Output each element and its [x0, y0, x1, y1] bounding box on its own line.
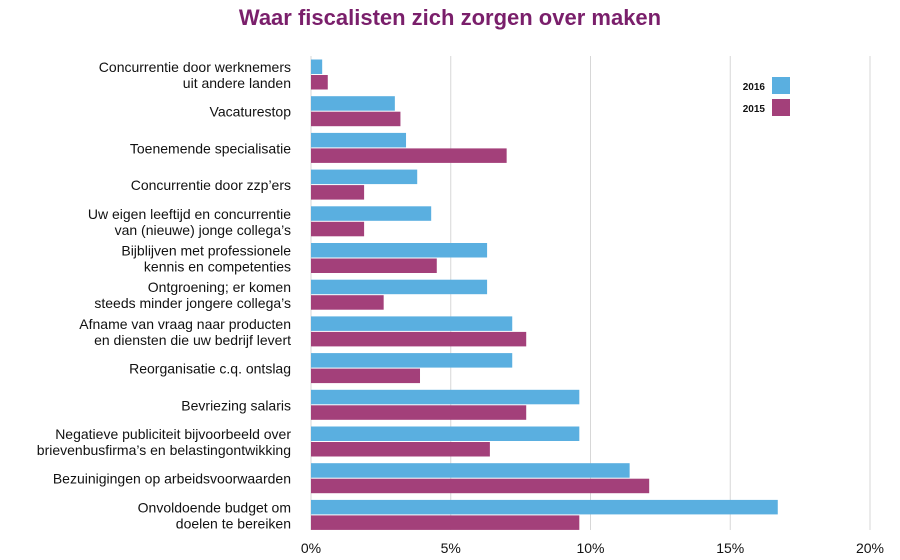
category-label: steeds minder jongere collega’s [94, 295, 291, 311]
bars [311, 59, 778, 530]
bar-2015 [311, 221, 365, 237]
bar-2015 [311, 295, 384, 310]
bar-2015 [311, 331, 527, 347]
category-label: Reorganisatie c.q. ontslag [129, 361, 291, 377]
category-label: van (nieuwe) jonge collega’s [115, 222, 291, 238]
bar-2016 [311, 279, 488, 295]
legend-swatch [772, 77, 790, 94]
category-label: Toenemende specialisatie [130, 140, 291, 156]
bar-2015 [311, 405, 527, 420]
bar-2015 [311, 111, 401, 127]
category-label: Bevriezing salaris [181, 397, 291, 413]
category-label: Vacaturestop [210, 104, 292, 120]
bar-2016 [311, 169, 418, 185]
category-label: Afname van vraag naar producten [79, 316, 291, 332]
category-label: Negatieve publiciteit bijvoorbeeld over [55, 426, 291, 442]
bar-2015 [311, 148, 507, 163]
legend-label: 2016 [743, 82, 766, 93]
category-label: Onvoldoende budget om [138, 499, 291, 515]
category-label: Concurrentie door zzp’ers [131, 177, 291, 193]
category-label: doelen te bereiken [176, 515, 291, 531]
x-tick-label: 15% [716, 540, 744, 556]
bar-2015 [311, 478, 650, 494]
bar-2015 [311, 258, 437, 273]
bar-2016 [311, 463, 630, 478]
legend: 2016 2015 [743, 77, 790, 116]
legend-label: 2015 [743, 104, 766, 115]
category-label: kennis en competenties [144, 259, 291, 275]
bar-2016 [311, 353, 513, 368]
category-label: Ontgroening; er komen [148, 279, 291, 295]
bar-2015 [311, 368, 421, 384]
legend-swatch [772, 99, 790, 116]
bar-2015 [311, 442, 490, 457]
bar-2016 [311, 132, 407, 148]
bar-2016 [311, 316, 513, 331]
category-label: brievenbusfirma’s en belastingontwikking [37, 442, 291, 458]
x-tick-label: 5% [441, 540, 461, 556]
bar-2016 [311, 499, 778, 515]
x-axis-ticks: 0% 5% 10% 15% 20% [301, 540, 884, 556]
x-tick-label: 0% [301, 540, 321, 556]
bar-2016 [311, 206, 432, 221]
x-tick-label: 20% [856, 540, 884, 556]
bar-2016 [311, 426, 580, 441]
bar-2016 [311, 59, 323, 74]
bar-2015 [311, 185, 365, 200]
x-tick-label: 10% [576, 540, 604, 556]
category-label: Bezuinigingen op arbeidsvoorwaarden [53, 471, 291, 487]
category-label: Concurrentie door werknemers [99, 59, 291, 75]
bar-2016 [311, 389, 580, 405]
bar-2015 [311, 75, 328, 90]
bar-2016 [311, 243, 488, 258]
category-label: Bijblijven met professionele [121, 243, 291, 259]
bar-2016 [311, 96, 395, 111]
category-label: uit andere landen [183, 75, 291, 91]
chart-title: Waar fiscalisten zich zorgen over maken [239, 5, 661, 30]
bar-2015 [311, 515, 580, 530]
category-label: Uw eigen leeftijd en concurrentie [88, 206, 291, 222]
category-label: en diensten die uw bedrijf levert [94, 332, 291, 348]
